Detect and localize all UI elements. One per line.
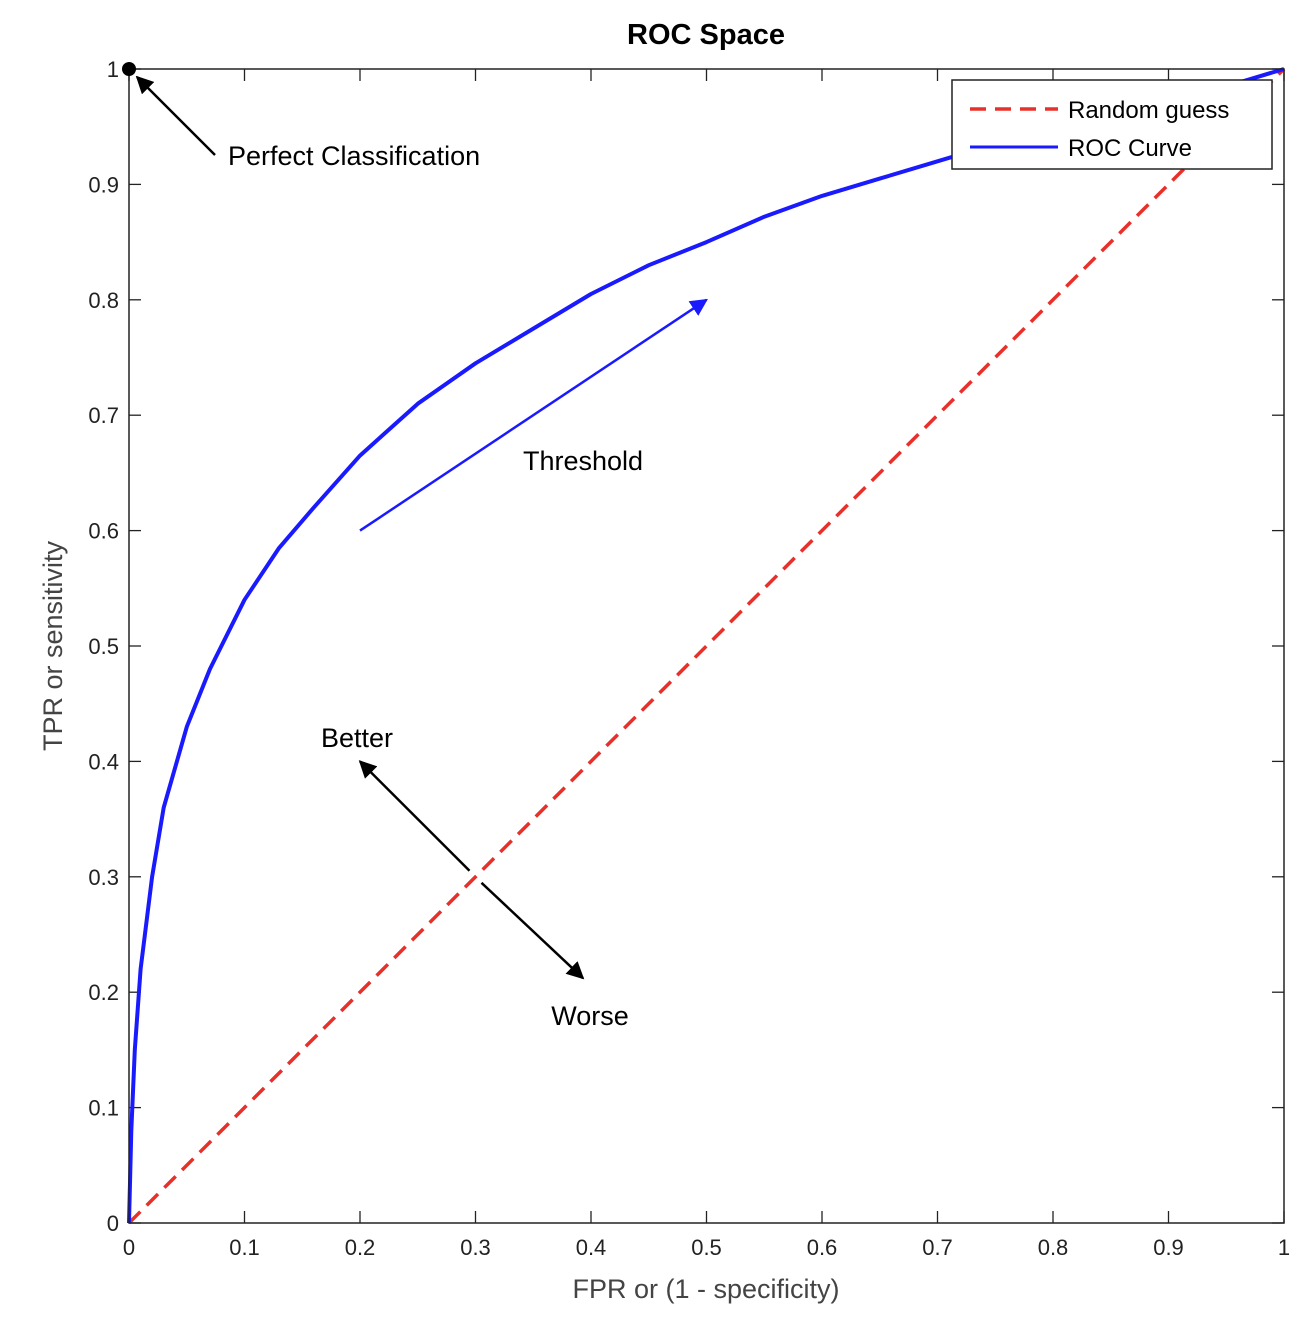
perfect-classification-label: Perfect Classification [228, 141, 480, 171]
y-tick-label: 0.7 [88, 403, 119, 428]
y-tick-label: 1 [107, 57, 119, 82]
y-tick-label: 0.9 [88, 172, 119, 197]
random-guess-line [127, 67, 1286, 1225]
x-tick-label: 0.9 [1153, 1235, 1184, 1260]
x-tick-label: 0.6 [807, 1235, 838, 1260]
y-tick-label: 0.4 [88, 749, 119, 774]
worse-label: Worse [551, 1001, 629, 1031]
better-label: Better [321, 723, 393, 753]
x-tick-label: 0.2 [345, 1235, 376, 1260]
y-tick-label: 0.3 [88, 865, 119, 890]
worse-arrow [480, 881, 585, 980]
legend: Random guess ROC Curve [951, 79, 1273, 170]
annotations: Perfect Classification Threshold Better Wor… [122, 62, 708, 1031]
perfect-classification-point [122, 62, 136, 76]
perfect-classification-arrow [135, 75, 216, 156]
threshold-label: Threshold [523, 446, 643, 476]
y-tick-label: 0.8 [88, 288, 119, 313]
x-tick-label: 0.8 [1038, 1235, 1069, 1260]
x-tick-label: 0.5 [691, 1235, 722, 1260]
y-tick-label: 0.2 [88, 980, 119, 1005]
legend-label-roc-curve: ROC Curve [1068, 135, 1192, 162]
x-tick-label: 0.4 [576, 1235, 607, 1260]
axis-tick-labels: 0 0.1 0.2 0.3 0.4 0.5 0.6 0.7 0.8 0.9 1 0 0.1 0.2 0.3 0… [88, 57, 1290, 1260]
x-tick-label: 0.3 [460, 1235, 491, 1260]
x-tick-label: 1 [1278, 1235, 1290, 1260]
x-tick-label: 0.1 [229, 1235, 260, 1260]
y-tick-label: 0 [107, 1211, 119, 1236]
y-tick-label: 0.5 [88, 634, 119, 659]
threshold-arrow [359, 298, 708, 532]
legend-label-random-guess: Random guess [1068, 97, 1229, 124]
better-arrow [358, 760, 471, 872]
legend-box [951, 79, 1273, 170]
chart-title: ROC Space [627, 19, 785, 51]
y-axis-label: TPR or sensitivity [38, 540, 68, 751]
plot-frame [128, 68, 1285, 1224]
y-tick-label: 0.1 [88, 1096, 119, 1121]
x-tick-label: 0.7 [922, 1235, 953, 1260]
y-tick-label: 0.6 [88, 519, 119, 544]
series-layer [127, 67, 1286, 1225]
x-axis-label: FPR or (1 - specificity) [572, 1274, 839, 1304]
x-tick-label: 0 [123, 1235, 135, 1260]
